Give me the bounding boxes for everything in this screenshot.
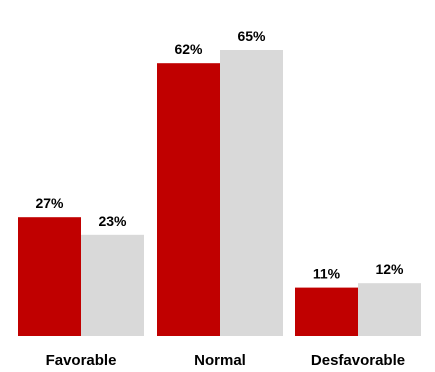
bar-normal-series-1 (157, 63, 220, 336)
bar-favorable-series-2 (81, 234, 144, 336)
data-label-desfavorable-series-2: 12% (375, 261, 404, 277)
bar-favorable-series-1 (18, 217, 81, 336)
bar-desfavorable-series-1 (295, 287, 358, 336)
category-label-favorable: Favorable (46, 352, 117, 369)
data-label-favorable-series-2: 23% (98, 213, 127, 229)
category-label-desfavorable: Desfavorable (311, 352, 405, 369)
data-label-normal-series-2: 65% (237, 28, 266, 44)
data-label-normal-series-1: 62% (174, 41, 203, 57)
bar-desfavorable-series-2 (358, 283, 421, 336)
category-label-normal: Normal (194, 352, 246, 369)
data-label-favorable-series-1: 27% (35, 195, 64, 211)
data-label-desfavorable-series-1: 11% (313, 266, 341, 282)
bar-normal-series-2 (220, 50, 283, 336)
